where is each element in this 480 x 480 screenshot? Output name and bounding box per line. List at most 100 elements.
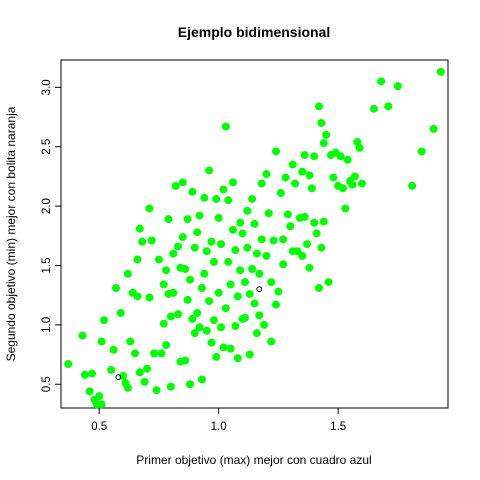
data-point bbox=[64, 360, 73, 369]
data-point bbox=[267, 278, 276, 287]
data-point bbox=[369, 104, 378, 113]
data-point bbox=[133, 292, 142, 301]
data-point bbox=[300, 151, 309, 160]
x-tick-label: 1.5 bbox=[330, 421, 346, 433]
data-point bbox=[248, 265, 257, 274]
data-point bbox=[185, 275, 194, 284]
data-point bbox=[245, 350, 254, 359]
data-point bbox=[305, 263, 314, 272]
data-point bbox=[283, 210, 292, 219]
data-point bbox=[228, 225, 237, 234]
data-point bbox=[343, 155, 352, 164]
data-point bbox=[238, 229, 247, 238]
data-point bbox=[109, 345, 118, 354]
data-point bbox=[145, 293, 154, 302]
data-point bbox=[174, 242, 183, 251]
data-point bbox=[174, 310, 183, 319]
data-point bbox=[78, 331, 87, 340]
data-point bbox=[336, 152, 345, 161]
data-point bbox=[314, 102, 323, 111]
data-point bbox=[252, 249, 261, 258]
data-point bbox=[135, 368, 144, 377]
data-point bbox=[279, 235, 288, 244]
highlight-point bbox=[256, 286, 263, 293]
data-point bbox=[228, 178, 237, 187]
plot-frame bbox=[60, 59, 449, 409]
highlight-point bbox=[115, 374, 122, 381]
x-tick-label: 1.0 bbox=[211, 421, 227, 433]
data-point bbox=[271, 147, 280, 156]
data-point bbox=[324, 278, 333, 287]
data-point bbox=[288, 160, 297, 169]
data-point bbox=[310, 218, 319, 227]
data-point bbox=[429, 124, 438, 133]
data-point bbox=[303, 240, 312, 249]
data-point bbox=[322, 130, 331, 139]
data-point bbox=[97, 337, 106, 346]
data-point bbox=[162, 266, 171, 275]
data-point bbox=[188, 187, 197, 196]
data-point bbox=[95, 392, 104, 401]
data-points bbox=[64, 67, 445, 409]
data-point bbox=[236, 218, 245, 227]
data-point bbox=[135, 224, 144, 233]
data-point bbox=[252, 329, 261, 338]
y-axis-label: Segundo objetivo (min) mejor con bolita … bbox=[4, 106, 18, 361]
data-point bbox=[307, 184, 316, 193]
x-tick-label: 0.5 bbox=[91, 421, 107, 433]
data-point bbox=[178, 178, 187, 187]
data-point bbox=[207, 237, 216, 246]
data-point bbox=[281, 173, 290, 182]
data-point bbox=[154, 255, 163, 264]
data-point bbox=[131, 349, 140, 358]
data-point bbox=[190, 329, 199, 338]
data-point bbox=[178, 232, 187, 241]
data-point bbox=[257, 235, 266, 244]
data-point bbox=[262, 251, 271, 260]
data-point bbox=[245, 289, 254, 298]
data-point bbox=[319, 139, 328, 148]
data-point bbox=[212, 352, 221, 361]
data-point bbox=[314, 284, 323, 293]
data-point bbox=[255, 269, 264, 278]
data-point bbox=[159, 319, 168, 328]
data-point bbox=[212, 194, 221, 203]
data-point bbox=[123, 269, 132, 278]
data-point bbox=[377, 77, 386, 86]
data-point bbox=[209, 257, 218, 266]
data-point bbox=[107, 365, 116, 374]
data-point bbox=[257, 179, 266, 188]
data-point bbox=[202, 247, 211, 256]
data-point bbox=[293, 247, 302, 256]
x-axis-label: Primer objetivo (max) mejor con cuadro a… bbox=[136, 453, 371, 467]
data-point bbox=[145, 204, 154, 213]
data-point bbox=[317, 243, 326, 252]
data-point bbox=[236, 266, 245, 275]
data-point bbox=[260, 320, 269, 329]
data-point bbox=[300, 212, 309, 221]
data-point bbox=[188, 314, 197, 323]
data-point bbox=[200, 269, 209, 278]
data-point bbox=[436, 67, 445, 76]
y-tick-label: 2.5 bbox=[41, 139, 53, 155]
data-point bbox=[193, 308, 202, 317]
data-point bbox=[159, 280, 168, 289]
data-point bbox=[166, 312, 175, 321]
data-point bbox=[209, 316, 218, 325]
data-point bbox=[338, 184, 347, 193]
data-point bbox=[100, 316, 109, 325]
data-point bbox=[250, 299, 259, 308]
data-point bbox=[248, 194, 257, 203]
data-point bbox=[267, 337, 276, 346]
data-point bbox=[286, 222, 295, 231]
data-point bbox=[312, 229, 321, 238]
data-point bbox=[224, 257, 233, 266]
data-point bbox=[133, 255, 142, 264]
data-point bbox=[291, 179, 300, 188]
data-point bbox=[231, 322, 240, 331]
data-point bbox=[181, 356, 190, 365]
y-tick-label: 3.0 bbox=[41, 79, 53, 95]
data-point bbox=[274, 287, 283, 296]
data-point bbox=[219, 185, 228, 194]
